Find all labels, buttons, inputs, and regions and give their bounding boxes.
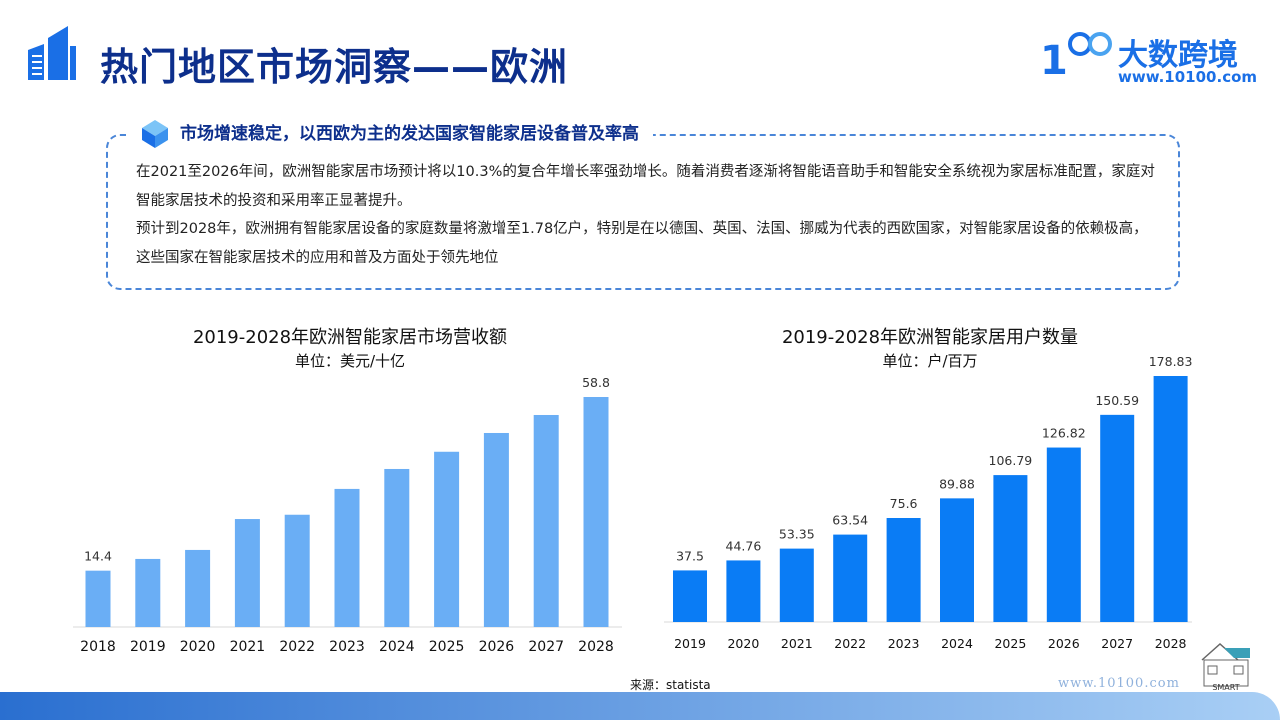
watermark: www.10100.com	[1058, 676, 1180, 691]
chart1-bar-2025	[434, 451, 460, 627]
chart1-x-tick: 2022	[279, 639, 315, 655]
brand-url: www.10100.com	[1118, 68, 1258, 86]
chart2-x-tick: 2028	[1155, 636, 1187, 651]
chart1-data-label: 14.4	[84, 549, 112, 564]
insight-heading: 市场增速稳定，以西欧为主的发达国家智能家居设备普及率高	[130, 120, 653, 148]
chart2-bar-2022	[833, 534, 868, 622]
chart1-bar-2021	[234, 519, 260, 627]
chart1-x-tick: 2019	[130, 639, 166, 655]
chart2-x-tick: 2020	[727, 636, 759, 651]
footer-bar	[0, 692, 1280, 720]
chart2-bar-2021	[779, 548, 814, 622]
chart1-bar-2028	[583, 397, 609, 627]
insight-paragraph-1: 在2021至2026年间，欧洲智能家居市场预计将以10.3%的复合年增长率强劲增…	[136, 164, 1155, 209]
chart1-bar-2027	[533, 414, 559, 627]
chart1-title: 2019-2028年欧洲智能家居市场营收额	[192, 327, 508, 348]
chart1-x-tick: 2018	[80, 639, 116, 655]
chart2-data-label: 53.35	[779, 527, 815, 542]
chart2-x-tick: 2021	[781, 636, 813, 651]
building-icon	[28, 26, 76, 80]
source-note: 来源：statista	[630, 678, 711, 692]
smart-house-icon: SMART	[1201, 642, 1250, 692]
chart2-bar-2025	[993, 475, 1028, 622]
chart1-bar-2018	[85, 570, 111, 627]
chart2-data-label: 63.54	[832, 513, 868, 528]
page-title: 热门地区市场洞察——欧洲	[100, 45, 569, 89]
chart1-bar-2020	[185, 549, 211, 627]
chart1-x-tick: 2027	[528, 639, 564, 655]
chart2-subtitle: 单位：户/百万	[882, 352, 978, 370]
chart2-x-tick: 2026	[1048, 636, 1080, 651]
chart2-x-tick: 2027	[1101, 636, 1133, 651]
smart-label: SMART	[1212, 683, 1239, 692]
chart1-x-tick: 2023	[329, 639, 365, 655]
insight-heading-text: 市场增速稳定，以西欧为主的发达国家智能家居设备普及率高	[180, 124, 639, 144]
chart2-bar-2023	[886, 518, 921, 622]
chart1-data-label: 58.8	[582, 375, 610, 390]
chart1-bar-2023	[334, 488, 360, 627]
chart1-bar-2026	[483, 432, 509, 627]
chart1-x-tick: 2026	[479, 639, 515, 655]
chart2-bar-2027	[1100, 414, 1135, 622]
chart1-x-tick: 2024	[379, 639, 415, 655]
chart2-bar-2019	[673, 570, 707, 622]
chart2-bar-2028	[1153, 376, 1188, 622]
insight-paragraph-2: 预计到2028年，欧洲拥有智能家居设备的家庭数量将激增至1.78亿户，特别是在以…	[136, 221, 1148, 266]
chart1-x-tick: 2021	[230, 639, 266, 655]
chart2-bar-2026	[1046, 447, 1081, 622]
svg-text:1: 1	[1040, 38, 1068, 82]
chart2-title: 2019-2028年欧洲智能家居用户数量	[781, 327, 1079, 348]
chart2-data-label: 44.76	[726, 538, 762, 553]
chart2-data-label: 178.83	[1149, 354, 1193, 369]
chart2-x-tick: 2019	[674, 636, 706, 651]
chart1-bar-2022	[284, 514, 310, 627]
chart2-x-tick: 2025	[994, 636, 1026, 651]
chart2-bar-2024	[940, 498, 974, 622]
chart1-x-tick: 2028	[578, 639, 614, 655]
chart2-data-label: 37.5	[676, 548, 704, 563]
chart1-x-tick: 2020	[180, 639, 216, 655]
chart1-subtitle: 单位：美元/十亿	[294, 352, 406, 370]
chart2-data-label: 150.59	[1095, 393, 1139, 408]
brand-name: 大数跨境	[1118, 38, 1238, 73]
chart2-x-tick: 2022	[834, 636, 866, 651]
chart2-x-tick: 2024	[941, 636, 973, 651]
chart1-bar-2019	[135, 558, 161, 627]
chart2-x-tick: 2023	[888, 636, 920, 651]
chart1-x-tick: 2025	[429, 639, 465, 655]
chart2-bar-2020	[726, 560, 761, 622]
chart2-data-label: 89.88	[939, 476, 975, 491]
logo-mark-icon: 1	[1040, 32, 1112, 82]
chart2-data-label: 75.6	[890, 496, 918, 511]
chart2-data-label: 106.79	[989, 453, 1033, 468]
chart2-data-label: 126.82	[1042, 426, 1086, 441]
chart1-bar-2024	[384, 468, 410, 627]
cube-icon	[142, 120, 168, 148]
